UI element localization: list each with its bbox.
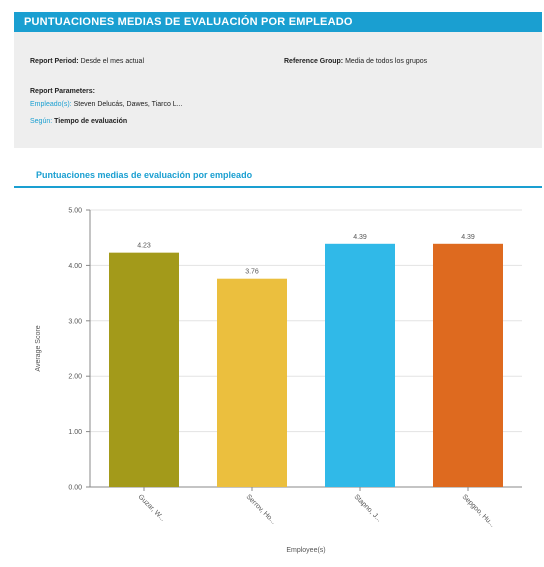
x-category-label: Guzar, W... (137, 493, 166, 522)
employees-value: Steven Delucás, Dawes, Tiarco L... (73, 101, 183, 108)
segment-value: Tiempo de evaluación (54, 118, 128, 125)
chart-title-rule (14, 186, 542, 188)
y-axis-title: Average Score (35, 325, 42, 371)
bar-2[interactable] (217, 278, 287, 487)
report-title: PUNTUACIONES MEDIAS DE EVALUACIÓN POR EM… (24, 16, 353, 28)
chart-title: Puntuaciones medias de evaluación por em… (36, 170, 253, 180)
x-category-label: Serrov, Ho... (245, 493, 277, 525)
bar-1[interactable] (109, 252, 179, 487)
employees-label[interactable]: Empleado(s): (30, 101, 72, 108)
reference-group: Reference Group: Media de todos los grup… (284, 58, 427, 65)
segment-parameter: Según: Tiempo de evaluación (30, 118, 127, 125)
bar-value-label: 4.23 (137, 243, 151, 250)
report-period-label: Report Period: (30, 58, 79, 65)
report-parameters-panel: Report Period: Desde el mes actual Refer… (14, 32, 542, 148)
x-axis-title: Employee(s) (286, 547, 325, 554)
y-tick-label: 2.00 (68, 374, 82, 381)
bar-value-label: 4.39 (461, 234, 475, 241)
y-tick-label: 3.00 (68, 318, 82, 325)
bar-value-label: 4.39 (353, 234, 367, 241)
bar-3[interactable] (325, 243, 395, 487)
bar-value-label: 3.76 (245, 269, 259, 276)
reference-group-label: Reference Group: (284, 58, 344, 65)
report-title-banner: PUNTUACIONES MEDIAS DE EVALUACIÓN POR EM… (14, 12, 542, 32)
y-tick-label: 4.00 (68, 263, 82, 270)
bar-4[interactable] (433, 243, 503, 487)
y-tick-label: 1.00 (68, 429, 82, 436)
employees-parameter: Empleado(s): Steven Delucás, Dawes, Tiar… (30, 101, 183, 108)
reference-group-value: Media de todos los grupos (345, 58, 428, 65)
x-category-label: Sepgoo, Hu... (461, 493, 496, 528)
segment-label[interactable]: Según: (30, 118, 53, 125)
y-tick-label: 0.00 (68, 485, 82, 492)
average-score-bar-chart: 0.00 1.00 2.00 3.00 4.00 5.00 4.23 Guzar, W... 3… (35, 208, 522, 554)
report-period-value: Desde el mes actual (80, 58, 144, 65)
report-period: Report Period: Desde el mes actual (30, 58, 144, 65)
x-category-label: Stapno, J... (353, 493, 383, 523)
report-parameters-title: Report Parameters: (30, 88, 95, 95)
y-tick-label: 5.00 (68, 208, 82, 215)
